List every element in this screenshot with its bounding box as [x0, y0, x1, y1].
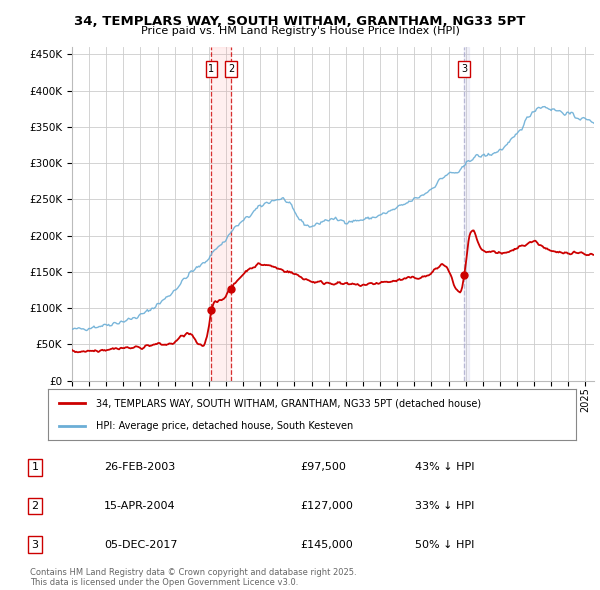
- Text: 34, TEMPLARS WAY, SOUTH WITHAM, GRANTHAM, NG33 5PT: 34, TEMPLARS WAY, SOUTH WITHAM, GRANTHAM…: [74, 15, 526, 28]
- Text: 43% ↓ HPI: 43% ↓ HPI: [415, 462, 475, 472]
- Text: 26-FEB-2003: 26-FEB-2003: [104, 462, 175, 472]
- Text: 34, TEMPLARS WAY, SOUTH WITHAM, GRANTHAM, NG33 5PT (detached house): 34, TEMPLARS WAY, SOUTH WITHAM, GRANTHAM…: [95, 398, 481, 408]
- Text: 2: 2: [228, 64, 234, 74]
- Text: 2: 2: [31, 501, 38, 511]
- Text: 15-APR-2004: 15-APR-2004: [104, 501, 176, 511]
- Text: £127,000: £127,000: [300, 501, 353, 511]
- Text: 3: 3: [461, 64, 467, 74]
- Text: 3: 3: [32, 540, 38, 550]
- Text: Contains HM Land Registry data © Crown copyright and database right 2025.
This d: Contains HM Land Registry data © Crown c…: [30, 568, 356, 587]
- Text: 1: 1: [32, 462, 38, 472]
- Text: 50% ↓ HPI: 50% ↓ HPI: [415, 540, 475, 550]
- Text: HPI: Average price, detached house, South Kesteven: HPI: Average price, detached house, Sout…: [95, 421, 353, 431]
- Text: £97,500: £97,500: [300, 462, 346, 472]
- Text: Price paid vs. HM Land Registry's House Price Index (HPI): Price paid vs. HM Land Registry's House …: [140, 26, 460, 36]
- Bar: [464, 47, 469, 381]
- Text: 33% ↓ HPI: 33% ↓ HPI: [415, 501, 475, 511]
- Text: 05-DEC-2017: 05-DEC-2017: [104, 540, 178, 550]
- Text: £145,000: £145,000: [300, 540, 353, 550]
- Text: 1: 1: [208, 64, 215, 74]
- Bar: [211, 47, 231, 381]
